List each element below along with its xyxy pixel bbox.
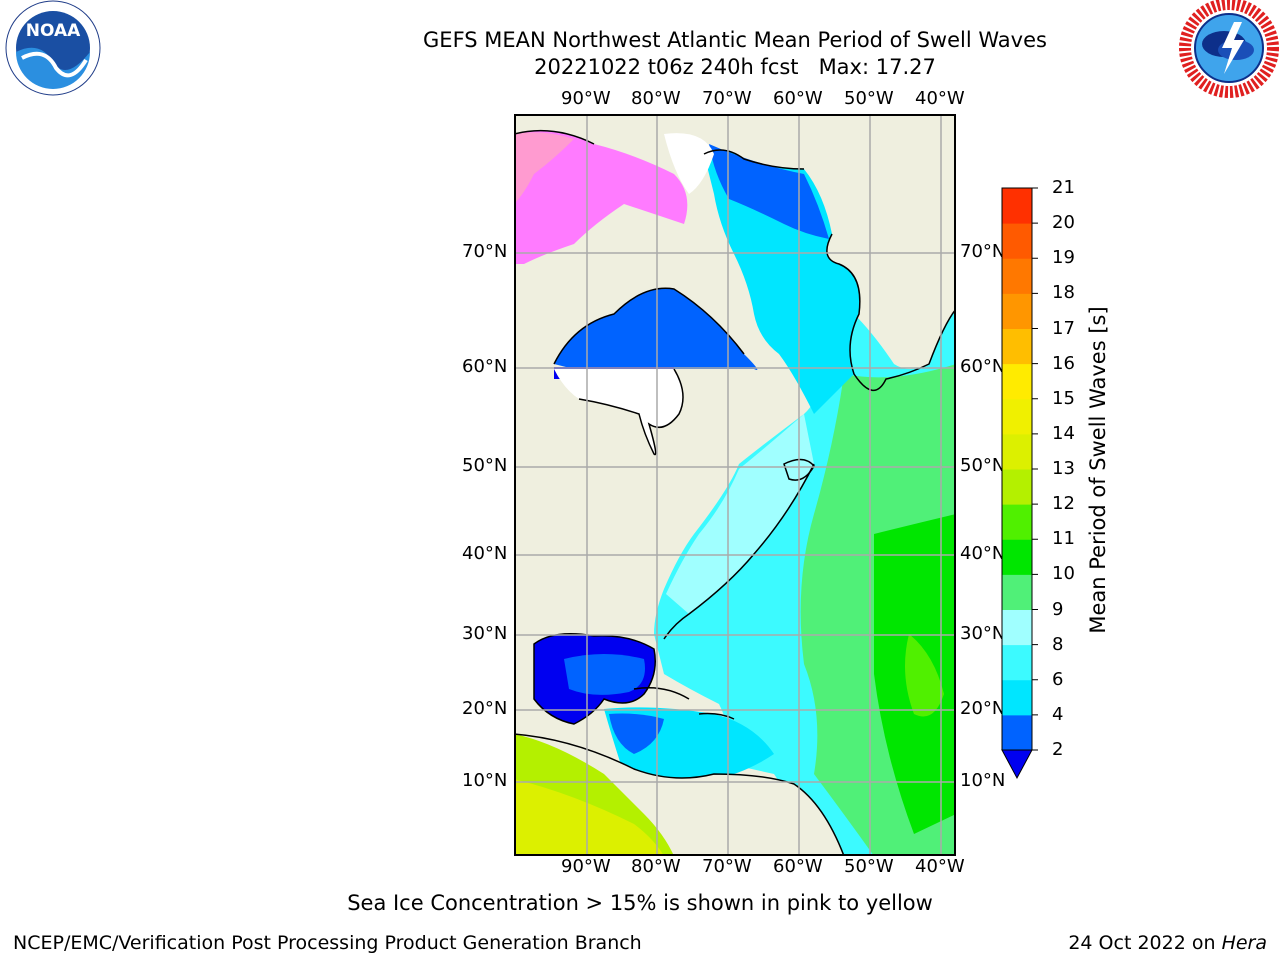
colorbar-band bbox=[1002, 258, 1032, 294]
colorbar-tick-label: 6 bbox=[1052, 668, 1064, 690]
caribbean-west bbox=[609, 713, 664, 754]
graticule bbox=[514, 114, 956, 856]
colorbar-tick-label: 10 bbox=[1052, 563, 1075, 585]
lat-label-right-20n: 20°N bbox=[960, 698, 1006, 719]
lon-label-bottom-50w: 50°W bbox=[844, 856, 894, 877]
lon-label-top-40w: 40°W bbox=[915, 88, 965, 109]
sea-ice-area bbox=[514, 130, 688, 264]
eastern-pacific-south bbox=[514, 779, 664, 856]
coastal-band bbox=[666, 414, 814, 614]
lon-label-top-80w: 80°W bbox=[631, 88, 681, 109]
lon-label-top-70w: 70°W bbox=[702, 88, 752, 109]
colorbar-band bbox=[1002, 398, 1032, 435]
greenland-ice-area bbox=[664, 133, 714, 194]
footer-date-host: 24 Oct 2022 on Hera bbox=[1068, 932, 1267, 954]
colorbar-band bbox=[1002, 363, 1032, 400]
colorbar-band bbox=[1002, 328, 1032, 365]
colorbar-band bbox=[1002, 714, 1032, 751]
colorbar-label: Mean Period of Swell Waves [s] bbox=[1086, 306, 1110, 634]
colorbar-band bbox=[1002, 539, 1032, 575]
colorbar-band bbox=[1002, 469, 1032, 505]
colorbar-band bbox=[1002, 504, 1032, 540]
colorbar-tick-label: 21 bbox=[1052, 177, 1075, 198]
lon-label-bottom-90w: 90°W bbox=[561, 856, 611, 877]
colorbar-band bbox=[1002, 433, 1032, 470]
lon-label-bottom-70w: 70°W bbox=[702, 856, 752, 877]
colorbar-tick-label: 14 bbox=[1052, 422, 1075, 444]
lon-label-top-60w: 60°W bbox=[773, 88, 823, 109]
colorbar-tick-label: 2 bbox=[1052, 739, 1064, 760]
colorbar-graphic bbox=[1001, 187, 1038, 780]
footer-date: 24 Oct 2022 on bbox=[1068, 932, 1222, 954]
colorbar-tick-label: 8 bbox=[1052, 633, 1064, 655]
lat-label-right-70n: 70°N bbox=[960, 241, 1006, 262]
swell-period-map bbox=[514, 114, 956, 856]
colorbar-tick-label: 11 bbox=[1052, 528, 1075, 550]
lat-label-right-60n: 60°N bbox=[960, 356, 1006, 377]
colorbar-tick-label: 16 bbox=[1052, 352, 1075, 374]
colorbar-band bbox=[1002, 644, 1032, 681]
colorbar-tick-label: 12 bbox=[1052, 493, 1075, 515]
colorbar-tick-label: 20 bbox=[1052, 212, 1075, 234]
lat-label-left-30n: 30°N bbox=[462, 623, 508, 644]
lon-label-bottom-80w: 80°W bbox=[631, 856, 681, 877]
lat-label-right-30n: 30°N bbox=[960, 623, 1006, 644]
gulf-inner bbox=[564, 654, 645, 695]
lat-label-left-40n: 40°N bbox=[462, 543, 508, 564]
colorbar-tick-label: 19 bbox=[1052, 247, 1075, 269]
chart-title: GEFS MEAN Northwest Atlantic Mean Period… bbox=[423, 28, 1047, 52]
sea-ice-note: Sea Ice Concentration > 15% is shown in … bbox=[347, 891, 933, 915]
colorbar-tick-label: 15 bbox=[1052, 387, 1075, 409]
lat-label-left-50n: 50°N bbox=[462, 455, 508, 476]
footer-credit: NCEP/EMC/Verification Post Processing Pr… bbox=[13, 932, 642, 954]
lat-label-left-60n: 60°N bbox=[462, 356, 508, 377]
noaa-logo-text: NOAA bbox=[26, 21, 81, 41]
colorbar-tick-label: 9 bbox=[1052, 598, 1064, 620]
lat-label-right-10n: 10°N bbox=[960, 770, 1006, 791]
chart-subtitle: 20221022 t06z 240h fcst Max: 17.27 bbox=[534, 55, 936, 79]
colorbar-tick-label: 18 bbox=[1052, 282, 1075, 304]
lat-label-right-50n: 50°N bbox=[960, 455, 1006, 476]
lat-label-left-20n: 20°N bbox=[462, 698, 508, 719]
map-frame bbox=[514, 114, 956, 856]
footer-host: Hera bbox=[1221, 932, 1267, 954]
colorbar-band bbox=[1002, 293, 1032, 329]
lon-label-bottom-40w: 40°W bbox=[915, 856, 965, 877]
noaa-logo-icon: NOAA bbox=[0, 0, 105, 105]
colorbar-band bbox=[1002, 574, 1032, 610]
nws-logo-icon bbox=[1178, 0, 1280, 100]
map-panel bbox=[514, 114, 956, 856]
colorbar-band bbox=[1002, 609, 1032, 646]
lon-label-top-50w: 50°W bbox=[844, 88, 894, 109]
lat-label-right-40n: 40°N bbox=[960, 543, 1006, 564]
hudson-bay bbox=[554, 288, 758, 370]
colorbar-band bbox=[1002, 223, 1032, 259]
lon-label-bottom-60w: 60°W bbox=[773, 856, 823, 877]
colorbar-tick-label: 4 bbox=[1052, 703, 1064, 725]
colorbar-under-arrow bbox=[1001, 749, 1033, 780]
colorbar-tick-label: 17 bbox=[1052, 317, 1075, 339]
peak-swell-area bbox=[905, 634, 944, 717]
colorbar-tick-label: 13 bbox=[1052, 458, 1075, 479]
colorbar bbox=[1000, 186, 1048, 786]
colorbar-band bbox=[1002, 188, 1032, 224]
lon-label-top-90w: 90°W bbox=[561, 88, 611, 109]
colorbar-band bbox=[1002, 679, 1032, 716]
lat-label-left-10n: 10°N bbox=[462, 770, 508, 791]
coastlines bbox=[514, 129, 956, 856]
sea-ice-area-2 bbox=[514, 132, 574, 204]
lat-label-left-70n: 70°N bbox=[462, 241, 508, 262]
